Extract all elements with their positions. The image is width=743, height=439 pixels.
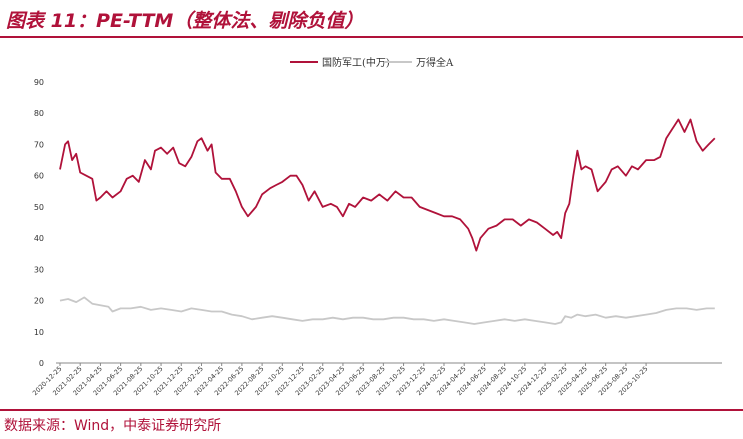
y-tick-label: 80 — [34, 109, 44, 118]
figure-title-row: 图表 11：PE-TTM（整体法、剔除负值） — [0, 0, 743, 36]
footer-divider — [0, 409, 743, 411]
legend-label-defense: 国防军工(中万) — [322, 56, 390, 69]
y-tick-label: 60 — [34, 172, 44, 181]
title-divider — [0, 36, 743, 38]
series-line-wind-all-a — [59, 296, 715, 325]
y-tick-label: 30 — [34, 265, 44, 274]
series-group — [59, 118, 716, 325]
y-tick-label: 50 — [34, 203, 44, 212]
y-tick-label: 70 — [34, 140, 44, 149]
figure-title: 图表 11：PE-TTM（整体法、剔除负值） — [6, 10, 364, 32]
y-tick-label: 20 — [34, 297, 44, 306]
y-tick-label: 90 — [34, 78, 44, 87]
y-tick-label: 40 — [34, 234, 44, 243]
chart-legend: 国防军工(中万) 万得全A — [290, 56, 454, 69]
y-tick-label: 0 — [39, 359, 44, 368]
x-axis: 2020-12-252021-02-252021-04-252021-06-25… — [31, 362, 722, 397]
series-line-defense — [59, 118, 716, 252]
source-note: 数据来源：Wind，中泰证券研究所 — [4, 418, 222, 434]
y-tick-label: 10 — [34, 328, 44, 337]
legend-label-wind-all-a: 万得全A — [416, 56, 454, 69]
y-axis: 0 10 20 30 40 50 60 70 80 90 — [34, 78, 44, 368]
line-chart: 国防军工(中万) 万得全A 0 10 20 30 40 50 60 70 80 90 2020-1… — [31, 56, 722, 397]
